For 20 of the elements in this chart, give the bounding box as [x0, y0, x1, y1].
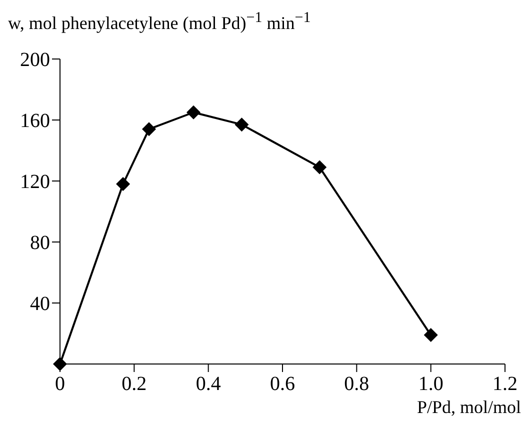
y-tick-label: 160 [20, 110, 50, 132]
point [234, 118, 249, 132]
y-axis-title: w, mol phenylacetylene (mol Pd)$^{−1}$ min$^{−1}$ [8, 10, 311, 34]
y-tick-label: 80 [30, 232, 50, 254]
point [142, 122, 156, 136]
x-axis-title: P/Pd, mol/mol [416, 397, 521, 418]
point [424, 328, 438, 342]
x-tick-label: 0.8 [344, 373, 370, 396]
point [186, 105, 200, 120]
point [312, 160, 327, 174]
x-tick-label: 1.0 [418, 373, 444, 396]
x-tick-label: 0.4 [196, 373, 221, 396]
x-tick-label: 0 [55, 373, 65, 396]
y-tick-label: 120 [20, 171, 50, 194]
y-tick-label: 40 [30, 293, 50, 316]
x-tick-label: 0.6 [270, 373, 295, 396]
x-tick-label: 1.2 [492, 373, 518, 396]
y-tick-label: 200 [20, 49, 50, 72]
x-tick-label: 0.2 [122, 373, 147, 396]
point [116, 177, 130, 192]
